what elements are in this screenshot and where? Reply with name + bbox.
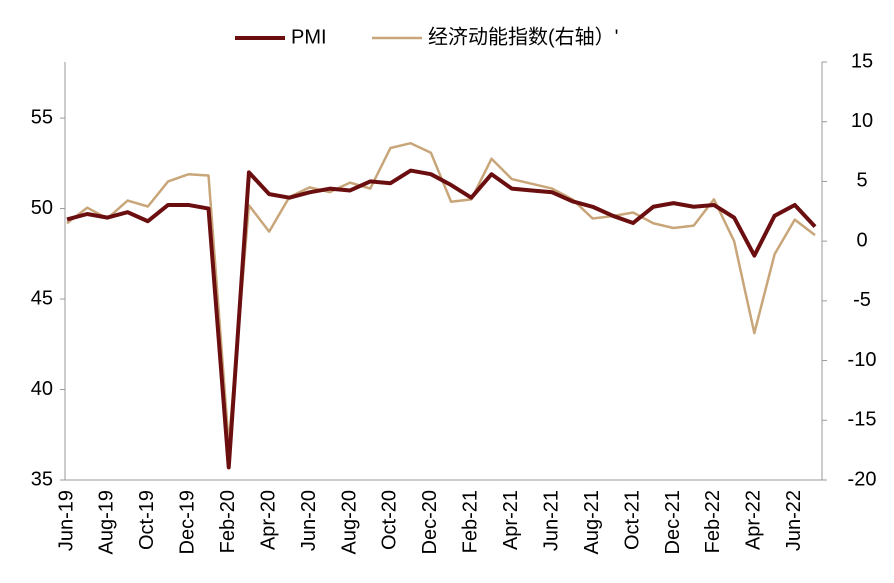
x-tick-label: Feb-20: [217, 490, 239, 553]
x-tick-label: Aug-20: [338, 490, 360, 555]
x-tick-label: Feb-21: [460, 490, 482, 553]
y2-tick-label: 0: [856, 229, 867, 251]
legend-label: PMI: [291, 26, 327, 48]
x-tick-label: Dec-20: [419, 490, 441, 554]
y-tick-label: 40: [31, 378, 53, 400]
y2-tick-label: 5: [856, 170, 867, 192]
y2-tick-label: 10: [851, 110, 873, 132]
y-tick-label: 55: [31, 106, 53, 128]
x-tick-label: Oct-19: [136, 490, 158, 550]
x-tick-label: Apr-22: [743, 490, 765, 550]
y2-tick-label: -20: [848, 468, 877, 490]
y2-tick-label: -15: [848, 409, 877, 431]
x-tick-label: Oct-20: [379, 490, 401, 550]
y2-tick-label: 15: [851, 50, 873, 72]
legend-label: 经济动能指数(右轴）': [428, 25, 618, 48]
x-tick-label: Jun-22: [783, 490, 805, 551]
y-tick-label: 45: [31, 287, 53, 309]
x-tick-label: Jun-20: [298, 490, 320, 551]
y2-tick-label: -5: [853, 289, 871, 311]
x-tick-label: Dec-21: [662, 490, 684, 554]
y-tick-label: 50: [31, 197, 53, 219]
x-tick-label: Aug-21: [581, 490, 603, 555]
x-tick-label: Jun-21: [540, 490, 562, 551]
y2-tick-label: -10: [848, 349, 877, 371]
x-tick-label: Aug-19: [96, 490, 118, 555]
x-tick-label: Feb-22: [702, 490, 724, 553]
x-tick-label: Apr-21: [500, 490, 522, 550]
series-line: [66, 168, 817, 470]
x-tick-label: Oct-21: [621, 490, 643, 550]
x-tick-label: Dec-19: [177, 490, 199, 554]
x-tick-label: Jun-19: [55, 490, 77, 551]
series-line: [66, 141, 816, 446]
y-tick-label: 35: [31, 468, 53, 490]
x-tick-label: Apr-20: [257, 490, 279, 550]
